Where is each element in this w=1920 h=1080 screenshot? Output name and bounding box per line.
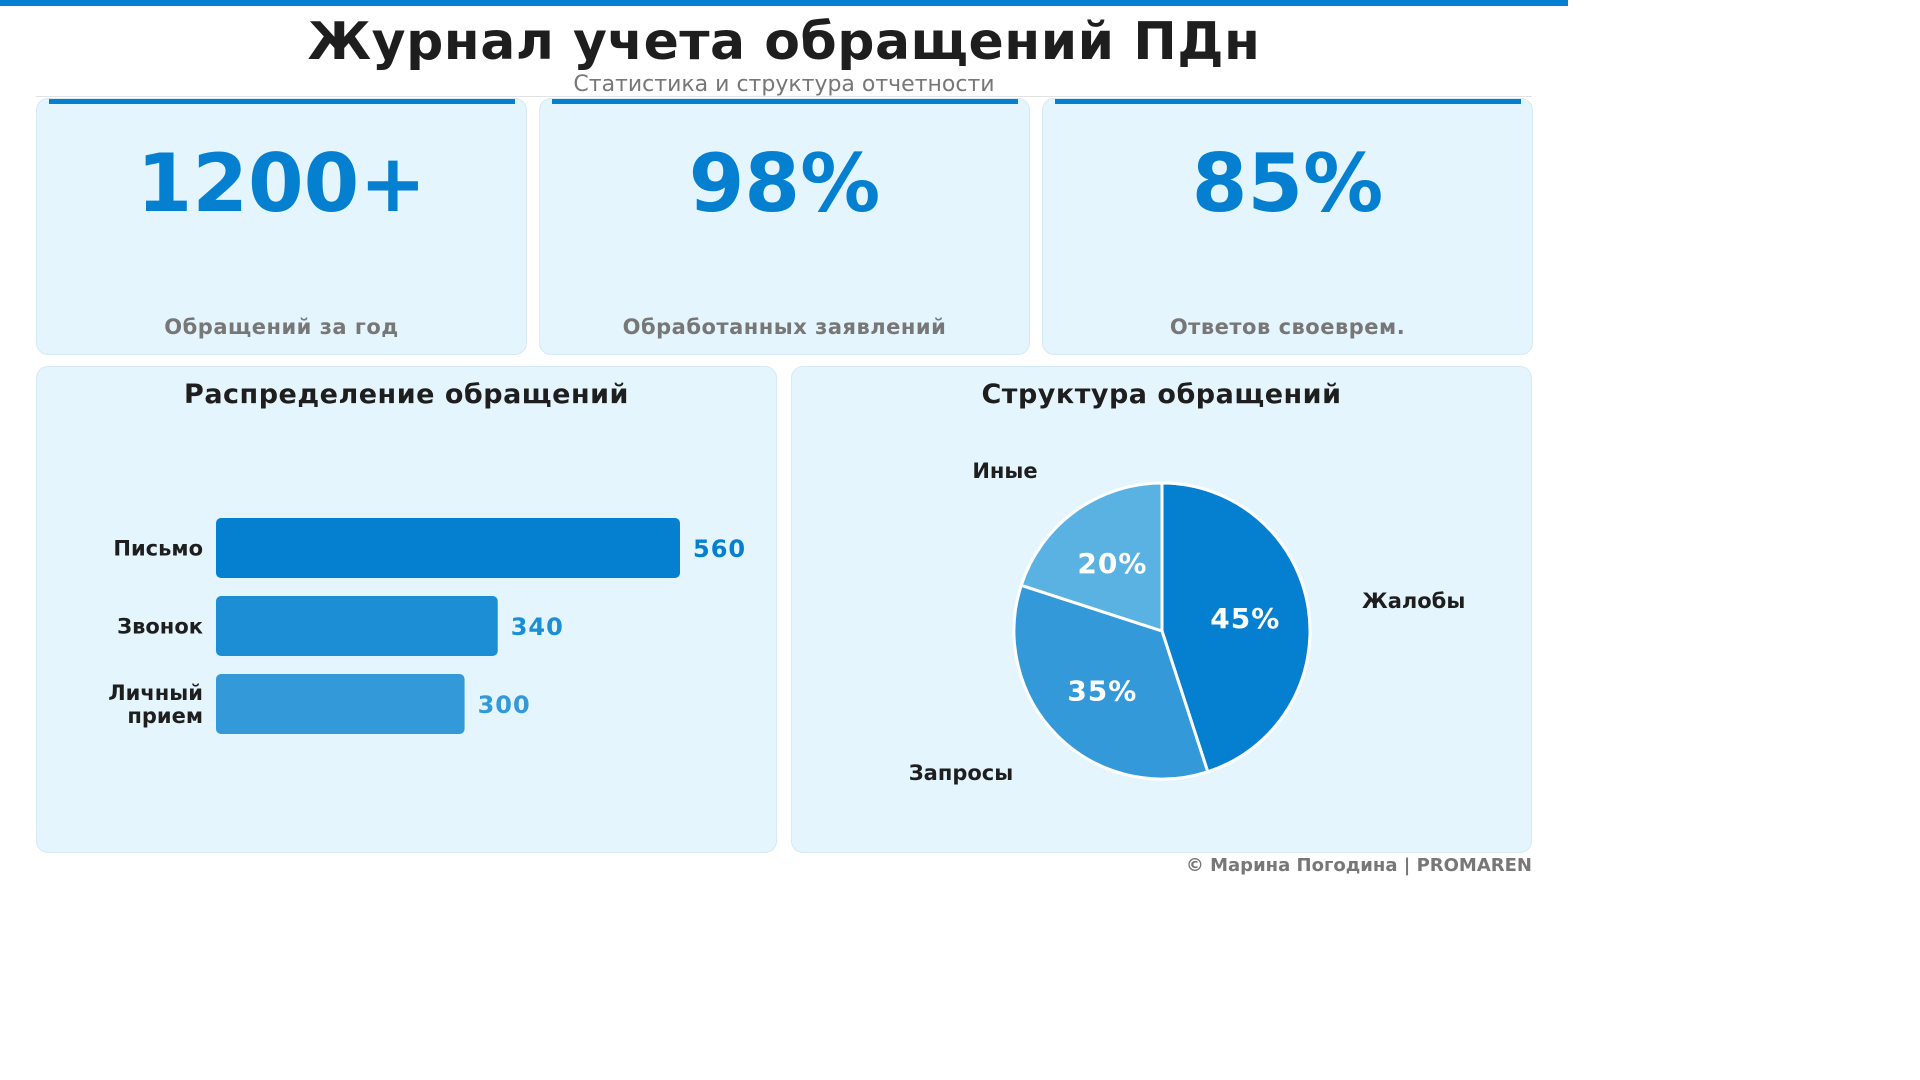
kpi-accent-bar: [552, 99, 1018, 104]
bar-value-label: 560: [693, 535, 746, 563]
page-subtitle: Статистика и структура отчетности: [573, 72, 995, 97]
pie-slice-0: [1160, 481, 1312, 774]
kpi-label: Обращений за год: [164, 315, 399, 339]
kpi-label: Обработанных заявлений: [622, 315, 947, 339]
kpi-label: Ответов своеврем.: [1169, 315, 1406, 339]
pie-category-label: Запросы: [909, 761, 1014, 785]
bar-chart-title: Распределение обращений: [184, 379, 629, 410]
pie-slice-2: [1019, 481, 1164, 634]
top-accent-bar: [0, 0, 1568, 6]
bar-1: [216, 596, 498, 656]
kpi-value: 98%: [688, 137, 881, 230]
kpi-accent-bar: [49, 99, 515, 104]
pie-category-label: Иные: [972, 459, 1037, 483]
page-title: Журнал учета обращений ПДн: [307, 12, 1261, 72]
pie-percent-label: 35%: [1067, 675, 1137, 708]
bar-0: [216, 518, 680, 578]
pie-percent-label: 20%: [1077, 547, 1147, 580]
bar-category-label: Письмо: [113, 537, 203, 561]
kpi-card-processed: 98% Обработанных заявлений: [539, 98, 1030, 355]
pie-chart-panel: Структура обращений 45% Жалобы 35% Запросы 2…: [791, 366, 1532, 853]
pie-percent-label: 45%: [1210, 602, 1280, 635]
bar-category-label: Личный прием: [108, 681, 203, 728]
kpi-card-ontime: 85% Ответов своеврем.: [1042, 98, 1533, 355]
pie-chart: 45% Жалобы 35% Запросы 20% Иные: [909, 459, 1466, 785]
header-divider: [36, 96, 1532, 97]
bar-chart-panel: Распределение обращений Письмо 560 Звонок 3…: [36, 366, 777, 853]
kpi-card-requests: 1200+ Обращений за год: [36, 98, 527, 355]
footer-copyright: © Марина Погодина | PROMAREN: [1185, 855, 1532, 876]
bar-2: [216, 674, 465, 734]
kpi-value: 1200+: [136, 137, 427, 230]
bar-value-label: 340: [511, 613, 564, 641]
pie-slice-1: [1012, 583, 1210, 781]
pie-chart-title: Структура обращений: [981, 379, 1342, 410]
pie-category-label: Жалобы: [1362, 589, 1465, 613]
bar-chart: Письмо 560 Звонок 340 Личный прием 300: [108, 518, 746, 734]
bar-value-label: 300: [478, 691, 531, 719]
bar-category-label: Звонок: [117, 615, 203, 639]
kpi-accent-bar: [1055, 99, 1521, 104]
kpi-value: 85%: [1191, 137, 1384, 230]
